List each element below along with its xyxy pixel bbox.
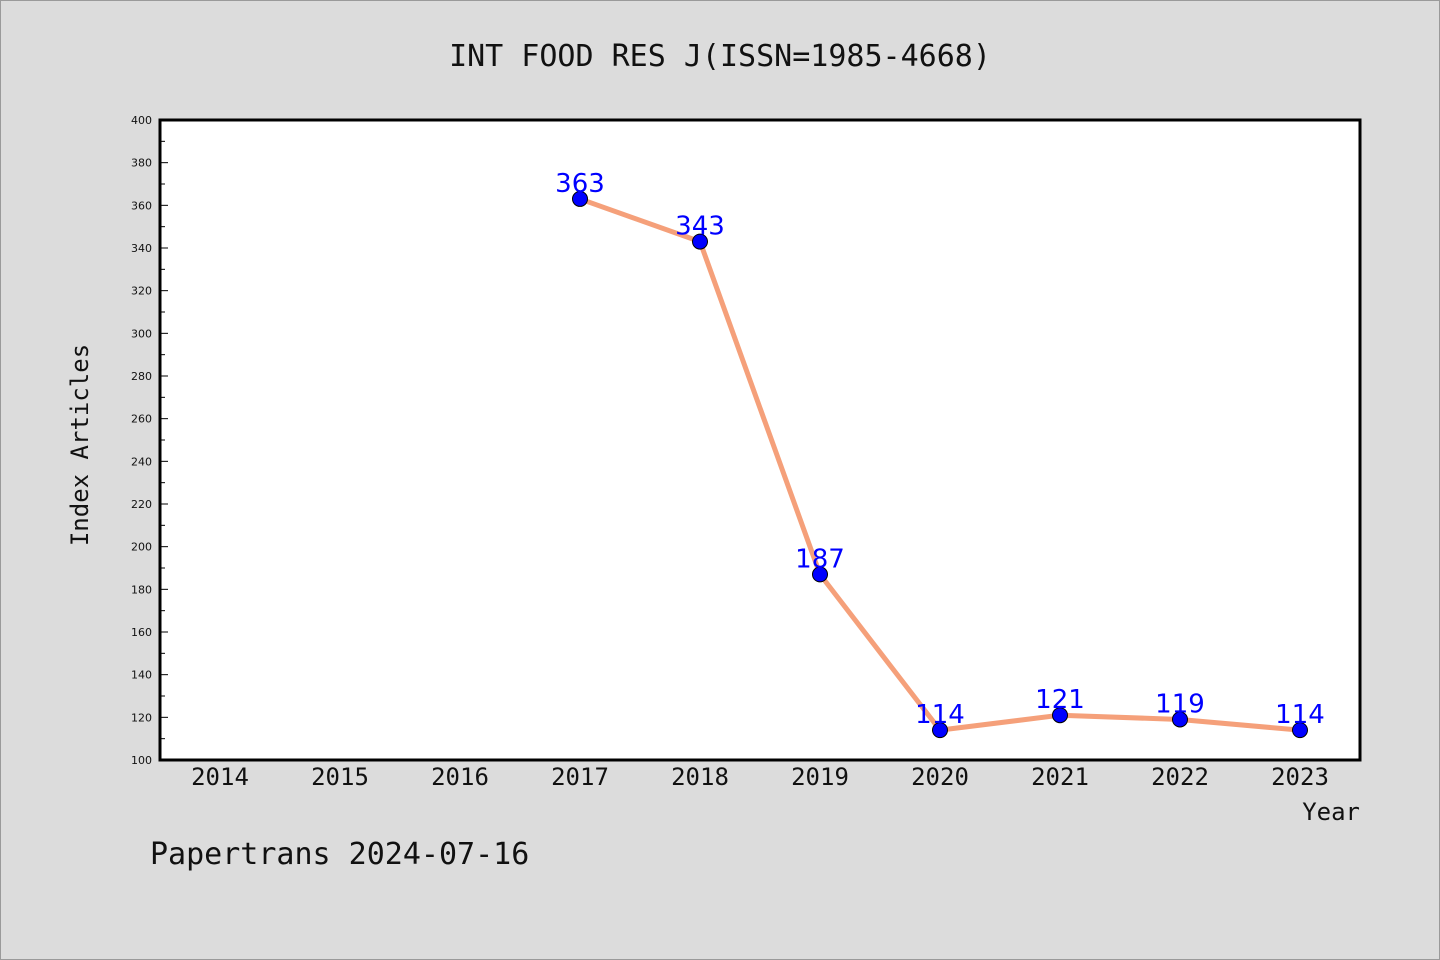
- y-tick-label: 100: [131, 754, 152, 767]
- y-tick-label: 160: [131, 626, 152, 639]
- data-label: 187: [795, 544, 845, 574]
- data-point: [932, 722, 948, 739]
- x-tick-label: 2014: [191, 763, 249, 791]
- data-point: [1172, 711, 1188, 728]
- y-tick-label: 140: [131, 669, 152, 682]
- x-axis-label: Year: [1302, 798, 1360, 826]
- y-tick-label: 280: [131, 370, 152, 383]
- data-label: 121: [1035, 685, 1085, 715]
- x-tick-label: 2022: [1151, 763, 1209, 791]
- x-tick-label: 2018: [671, 763, 729, 791]
- footer-watermark: Papertrans 2024-07-16: [150, 837, 529, 872]
- x-tick-label: 2020: [911, 763, 969, 791]
- y-tick-label: 320: [131, 285, 152, 298]
- data-point: [572, 190, 588, 207]
- y-tick-label: 360: [131, 199, 152, 212]
- x-tick-label: 2015: [311, 763, 369, 791]
- y-tick-label: 380: [131, 157, 152, 170]
- series-layer: 363 343 187 114 121 119 114: [555, 169, 1325, 739]
- data-label: 114: [1275, 700, 1325, 730]
- x-tick-label: 2023: [1271, 763, 1329, 791]
- x-axis: 2014 2015 2016 2017 2018 2019 2020 2021 2022 2023: [191, 763, 1329, 791]
- data-point: [1052, 707, 1068, 724]
- y-tick-label: 400: [131, 114, 152, 127]
- data-label: 363: [555, 169, 605, 199]
- y-tick-label: 200: [131, 541, 152, 554]
- x-tick-label: 2021: [1031, 763, 1089, 791]
- y-tick-label: 300: [131, 327, 152, 340]
- x-tick-label: 2019: [791, 763, 849, 791]
- data-label: 119: [1155, 689, 1205, 719]
- y-tick-label: 180: [131, 583, 152, 596]
- y-axis-label: Index Articles: [66, 344, 94, 546]
- x-tick-label: 2016: [431, 763, 489, 791]
- y-tick-label: 340: [131, 242, 152, 255]
- data-point: [692, 233, 708, 250]
- y-tick-label: 240: [131, 455, 152, 468]
- data-point: [1292, 722, 1308, 739]
- y-tick-label: 220: [131, 498, 152, 511]
- x-tick-label: 2017: [551, 763, 609, 791]
- data-point: [812, 566, 828, 583]
- chart-title: INT FOOD RES J(ISSN=1985-4668): [449, 39, 991, 74]
- data-label: 114: [915, 700, 965, 730]
- data-label: 343: [675, 212, 725, 242]
- plot-area: [158, 118, 1362, 762]
- y-tick-label: 260: [131, 413, 152, 426]
- y-tick-label: 120: [131, 711, 152, 724]
- y-axis: 100 120 140 160 180 200 220 240 260 280 300 320 340 3…: [131, 114, 168, 767]
